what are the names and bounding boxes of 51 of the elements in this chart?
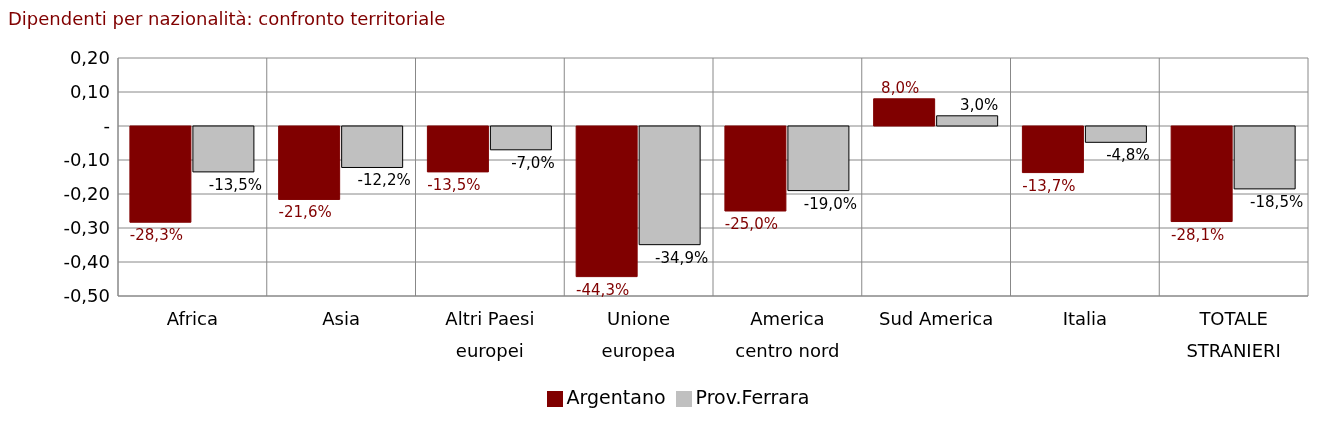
data-label: -19,0%: [803, 194, 857, 213]
x-tick-label: Asia: [322, 307, 360, 329]
x-tick-label: America centro nord: [735, 307, 840, 361]
bar: [787, 125, 850, 192]
bar: [638, 125, 701, 246]
x-tick-label: Sud America: [879, 307, 994, 329]
bar: [1233, 125, 1296, 190]
data-label: -28,1%: [1171, 225, 1225, 244]
data-label: 3,0%: [960, 95, 999, 114]
legend-label: Prov.Ferrara: [695, 386, 810, 408]
x-tick-label: Italia: [1062, 307, 1108, 329]
bar: [936, 115, 999, 127]
bar: [426, 125, 489, 173]
y-tick-label: 0,20: [69, 47, 110, 69]
data-label: -7,0%: [511, 153, 555, 172]
data-label: -13,5%: [208, 175, 262, 194]
x-tick-label: Africa: [166, 307, 219, 329]
x-tick-label: TOTALE STRANIERI: [1186, 307, 1281, 361]
bar: [278, 125, 341, 200]
y-tick-label: 0,10: [69, 81, 110, 103]
data-label: -21,6%: [278, 203, 332, 222]
data-label: -44,3%: [576, 280, 630, 299]
data-label: -28,3%: [129, 226, 183, 245]
data-label: -4,8%: [1106, 146, 1150, 165]
bar: [575, 125, 638, 278]
data-label: -13,7%: [1022, 176, 1076, 195]
chart-title: Dipendenti per nazionalità: confronto territoriale: [8, 8, 446, 29]
legend-label: Argentano: [566, 386, 666, 408]
data-label: 8,0%: [881, 78, 920, 97]
bar: [724, 125, 787, 212]
bar: [1170, 125, 1233, 223]
y-tick-label: -0,10: [63, 149, 110, 171]
data-label: -13,5%: [427, 175, 481, 194]
y-tick-label: -0,50: [63, 285, 110, 307]
x-tick-label: Unione europea: [601, 307, 676, 361]
x-tick-label: Altri Paesi europei: [445, 307, 535, 361]
bar: [873, 98, 936, 127]
bar: [489, 125, 552, 151]
bar: [192, 125, 255, 173]
y-tick-label: -0,40: [63, 251, 110, 273]
bar: [129, 125, 192, 223]
data-label: -18,5%: [1250, 192, 1304, 211]
bar: [1021, 125, 1084, 174]
y-tick-label: -0,30: [63, 217, 110, 239]
data-label: -34,9%: [655, 248, 709, 267]
y-tick-label: -: [103, 115, 110, 137]
y-tick-label: -0,20: [63, 183, 110, 205]
data-label: -12,2%: [357, 171, 411, 190]
data-label: -25,0%: [724, 215, 778, 233]
bar: [341, 125, 404, 168]
bar: [1084, 125, 1147, 143]
